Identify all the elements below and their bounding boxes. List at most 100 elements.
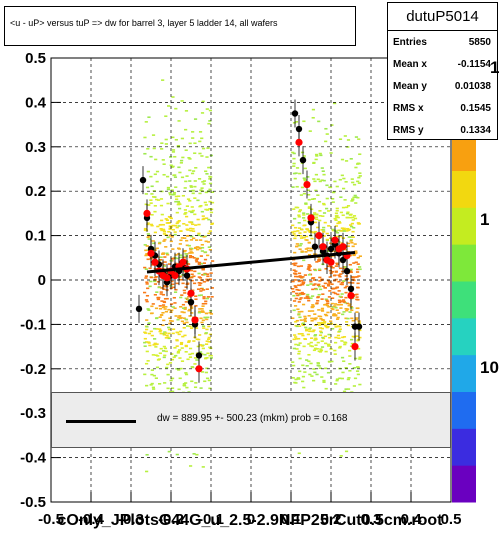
density-cell bbox=[184, 286, 188, 288]
red-data-point bbox=[143, 209, 151, 217]
density-cell bbox=[176, 350, 181, 353]
density-cell bbox=[191, 223, 195, 226]
density-cell bbox=[352, 336, 356, 338]
density-cell bbox=[186, 234, 190, 237]
density-cell bbox=[208, 387, 212, 390]
colorbar-segment bbox=[452, 207, 476, 245]
density-cell bbox=[356, 282, 360, 285]
density-cell bbox=[175, 211, 179, 214]
density-cell bbox=[181, 335, 185, 338]
density-cell bbox=[160, 142, 164, 144]
density-cell bbox=[339, 273, 343, 275]
density-cell bbox=[208, 354, 212, 357]
density-cell bbox=[301, 364, 305, 367]
density-cell bbox=[175, 198, 179, 201]
density-cell bbox=[166, 186, 171, 189]
density-cell bbox=[306, 268, 310, 270]
density-cell bbox=[350, 342, 355, 345]
density-cell bbox=[335, 309, 339, 311]
density-cell bbox=[291, 231, 295, 233]
density-cell bbox=[198, 277, 203, 279]
density-cell bbox=[155, 198, 159, 201]
density-cell bbox=[302, 212, 306, 214]
density-cell bbox=[347, 228, 352, 231]
density-cell bbox=[177, 349, 182, 351]
density-cell bbox=[297, 215, 301, 218]
density-cell bbox=[196, 199, 200, 202]
density-cell bbox=[159, 293, 163, 295]
density-cell bbox=[314, 158, 318, 161]
density-cell bbox=[314, 337, 318, 340]
red-data-point bbox=[331, 236, 339, 244]
density-cell bbox=[310, 337, 314, 339]
density-cell bbox=[172, 191, 177, 194]
density-cell bbox=[187, 295, 191, 298]
density-cell bbox=[204, 204, 208, 206]
density-cell bbox=[344, 160, 349, 162]
density-cell bbox=[297, 344, 301, 346]
density-cell bbox=[145, 384, 149, 387]
density-cell bbox=[346, 205, 351, 207]
density-cell bbox=[342, 280, 346, 282]
density-cell bbox=[309, 280, 313, 283]
density-cell bbox=[151, 386, 156, 389]
density-cell bbox=[150, 213, 154, 216]
density-cell bbox=[303, 219, 307, 222]
density-cell bbox=[202, 296, 206, 298]
density-cell bbox=[189, 251, 193, 253]
density-cell bbox=[309, 362, 313, 365]
density-cell bbox=[195, 453, 199, 456]
density-cell bbox=[204, 300, 208, 303]
density-cell bbox=[324, 298, 328, 301]
density-cell bbox=[349, 268, 353, 271]
density-cell bbox=[300, 186, 305, 189]
density-cell bbox=[307, 206, 312, 208]
density-cell bbox=[326, 302, 330, 305]
density-cell bbox=[163, 256, 167, 258]
density-cell bbox=[294, 320, 298, 323]
density-cell bbox=[307, 193, 311, 196]
density-cell bbox=[200, 243, 204, 246]
density-cell bbox=[194, 247, 198, 250]
y-tick-label: 0.5 bbox=[25, 50, 46, 67]
density-cell bbox=[350, 241, 354, 244]
density-cell bbox=[147, 341, 151, 343]
density-cell bbox=[175, 339, 179, 342]
density-cell bbox=[207, 166, 211, 169]
density-cell bbox=[194, 224, 198, 226]
density-cell bbox=[206, 208, 210, 211]
density-cell bbox=[190, 279, 194, 282]
density-cell bbox=[299, 265, 304, 267]
density-cell bbox=[205, 279, 210, 282]
density-cell bbox=[174, 288, 178, 291]
density-cell bbox=[158, 241, 162, 244]
density-cell bbox=[351, 181, 355, 184]
density-cell bbox=[330, 307, 334, 310]
density-cell bbox=[356, 268, 360, 271]
density-cell bbox=[202, 183, 206, 185]
x-tick-label: -0.5 bbox=[38, 511, 64, 528]
density-cell bbox=[159, 204, 164, 207]
density-cell bbox=[200, 187, 204, 189]
density-cell bbox=[303, 317, 308, 320]
density-cell bbox=[168, 227, 172, 230]
density-cell bbox=[298, 209, 303, 211]
density-cell bbox=[154, 307, 159, 310]
density-cell bbox=[164, 305, 168, 308]
density-cell bbox=[353, 252, 357, 255]
density-cell bbox=[302, 217, 306, 219]
density-cell bbox=[208, 182, 213, 185]
density-cell bbox=[355, 335, 359, 337]
density-cell bbox=[198, 247, 202, 250]
density-cell bbox=[156, 298, 160, 301]
density-cell bbox=[321, 170, 325, 172]
density-cell bbox=[158, 328, 162, 330]
density-cell bbox=[311, 330, 315, 333]
fit-line bbox=[146, 250, 356, 274]
density-cell bbox=[153, 210, 157, 213]
density-cell bbox=[202, 297, 206, 300]
density-cell bbox=[183, 237, 187, 239]
density-cell bbox=[145, 281, 149, 284]
density-cell bbox=[292, 152, 296, 155]
density-cell bbox=[150, 312, 154, 314]
